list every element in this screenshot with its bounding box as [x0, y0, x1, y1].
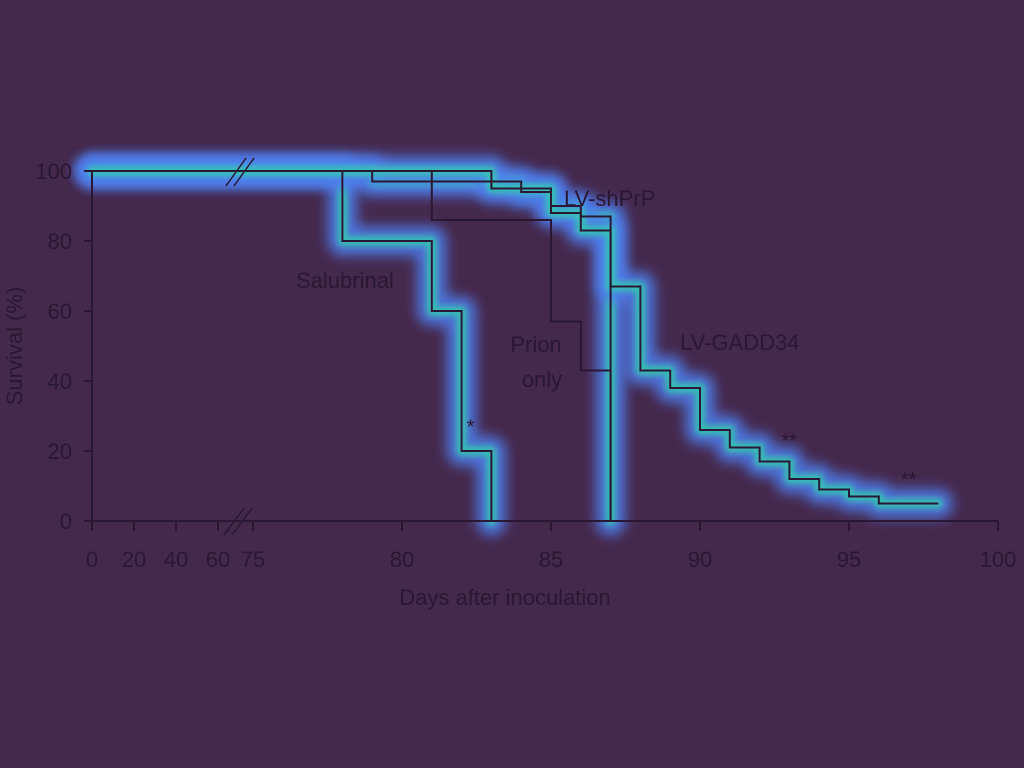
x-axis-title: Days after inoculation: [399, 585, 611, 610]
series-label-prion-only: Prion only: [510, 332, 562, 392]
axes: [91, 157, 998, 536]
x-tick-label: 0: [86, 547, 98, 572]
x-tick-label: 60: [206, 547, 230, 572]
significance-mark: **: [782, 431, 798, 453]
x-tick-label: 80: [390, 547, 414, 572]
series-label-salubrinal: Salubrinal: [296, 268, 394, 293]
series-line-salubrinal: [92, 170, 493, 521]
x-tick-label: 100: [980, 547, 1017, 572]
x-tick-label: 40: [164, 547, 188, 572]
svg-text:Prion: Prion: [510, 332, 561, 357]
svg-text:only: only: [522, 367, 562, 392]
series-label-lv-gadd34: LV-GADD34: [680, 330, 799, 355]
significance-mark: *: [467, 417, 475, 439]
x-ticks: 0 20 40 60 75 80 85 90 95 100: [86, 521, 1016, 572]
y-tick-label: 80: [48, 229, 72, 254]
y-tick-label: 60: [48, 299, 72, 324]
glow-core-salubrinal: [87, 166, 497, 526]
y-tick-label: 20: [48, 439, 72, 464]
x-tick-label: 95: [837, 547, 861, 572]
series-lines: [92, 170, 939, 521]
series-line-lv-gadd34: [92, 170, 939, 505]
series-line-prion-only: [92, 170, 612, 521]
x-tick-label: 20: [122, 547, 146, 572]
glow-salubrinal: [77, 156, 507, 536]
y-ticks: 0 20 40 60 80 100: [35, 159, 92, 534]
x-tick-label: 85: [539, 547, 563, 572]
significance-marks: *****: [467, 417, 917, 492]
significance-mark: **: [901, 469, 917, 491]
y-tick-label: 40: [48, 369, 72, 394]
axis-break-bottom: [223, 507, 253, 536]
y-tick-label: 0: [60, 509, 72, 534]
series-label-lv-shprp: LV-shPrP: [564, 186, 655, 211]
y-tick-label: 100: [35, 159, 72, 184]
y-axis-title: Survival (%): [2, 287, 27, 406]
x-tick-label: 75: [241, 547, 265, 572]
x-tick-label: 90: [688, 547, 712, 572]
